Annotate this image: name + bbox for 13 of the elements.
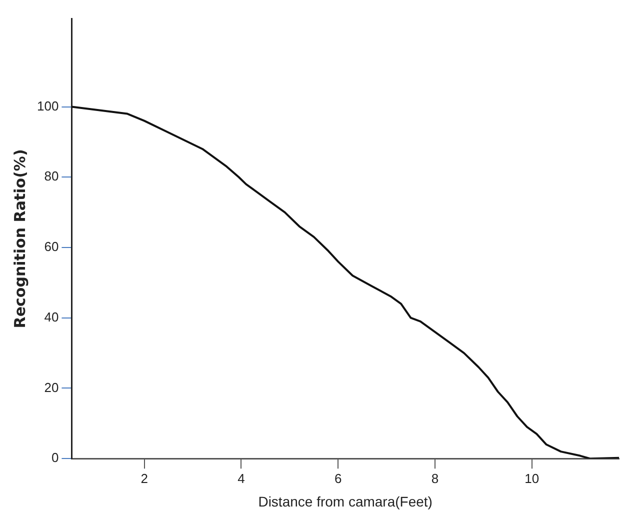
y-tick-label: 80 [44, 168, 59, 184]
x-tick-label: 4 [238, 470, 245, 486]
y-tick-label: 60 [44, 239, 59, 254]
x-tick-label: 8 [431, 470, 439, 486]
y-tick-label: 0 [51, 450, 59, 466]
x-axis-title: Distance from camara(Feet) [258, 493, 432, 510]
y-tick-label: 40 [44, 309, 59, 324]
y-tick-label: 100 [36, 98, 59, 114]
x-tick-label: 6 [334, 470, 342, 486]
x-tick-label: 2 [140, 470, 148, 486]
y-tick-label: 20 [44, 380, 59, 395]
y-axis-title: Recognition Ratio(%) [10, 149, 29, 328]
x-tick-label: 10 [524, 470, 540, 486]
